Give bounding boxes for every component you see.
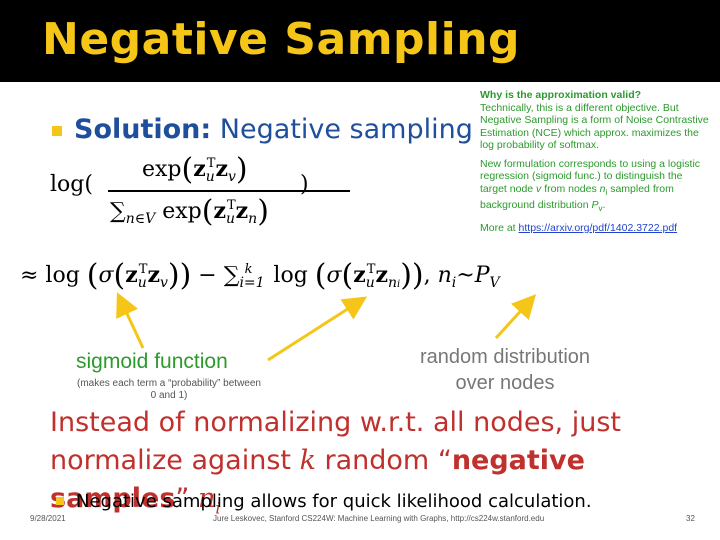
bullet-marker-2 [56, 497, 64, 505]
slide-title: Negative Sampling [42, 14, 520, 65]
arxiv-link[interactable]: https://arxiv.org/pdf/1402.3722.pdf [519, 222, 678, 234]
footer-date: 9/28/2021 [30, 514, 66, 523]
note-para1: Technically, this is a different objecti… [480, 102, 712, 152]
note-para2: New formulation corresponds to using a l… [480, 158, 712, 216]
solution-line: Solution: Negative sampling [74, 114, 473, 145]
solution-rest: Negative sampling [211, 114, 473, 145]
instead-line2-a: normalize against [50, 445, 300, 476]
note-para2-end: . [603, 199, 606, 211]
note-more: More at https://arxiv.org/pdf/1402.3722.… [480, 222, 712, 235]
random-line2: over nodes [400, 370, 610, 396]
sigmoid-note: (makes each term a “probability” between… [74, 378, 264, 402]
footer-center: Jure Leskovec, Stanford CS224W: Machine … [213, 514, 544, 523]
formula-softmax: log( exp(zuTzv) ∑n∈V exp(zuTzn) ) [50, 148, 340, 238]
note-para2-b: from nodes [541, 183, 599, 195]
formula-approx: ≈ log (σ(zuTzv)) − ∑i=1k log (σ(zuTzni))… [20, 258, 500, 293]
instead-line2-b: random “ [316, 445, 452, 476]
solution-bold: Solution: [74, 114, 211, 145]
note-more-prefix: More at [480, 222, 519, 234]
footer-page: 32 [686, 514, 695, 523]
arrow-sigmoid-1 [122, 303, 143, 348]
note-var-p: P [592, 199, 599, 211]
sigmoid-label: sigmoid function [76, 350, 228, 374]
bullet-text-2: Negative sampling allows for quick likel… [76, 491, 592, 512]
random-line1: random distribution [400, 344, 610, 370]
arrow-random [496, 303, 528, 338]
side-note: Why is the approximation valid? Technica… [480, 89, 712, 240]
random-distribution-label: random distribution over nodes [400, 344, 610, 396]
instead-var-k: k [300, 445, 316, 476]
arrow-sigmoid-2 [268, 303, 357, 360]
note-question: Why is the approximation valid? [480, 89, 712, 102]
instead-line1: Instead of normalizing w.r.t. all nodes,… [50, 404, 720, 442]
bullet-marker [52, 126, 62, 136]
